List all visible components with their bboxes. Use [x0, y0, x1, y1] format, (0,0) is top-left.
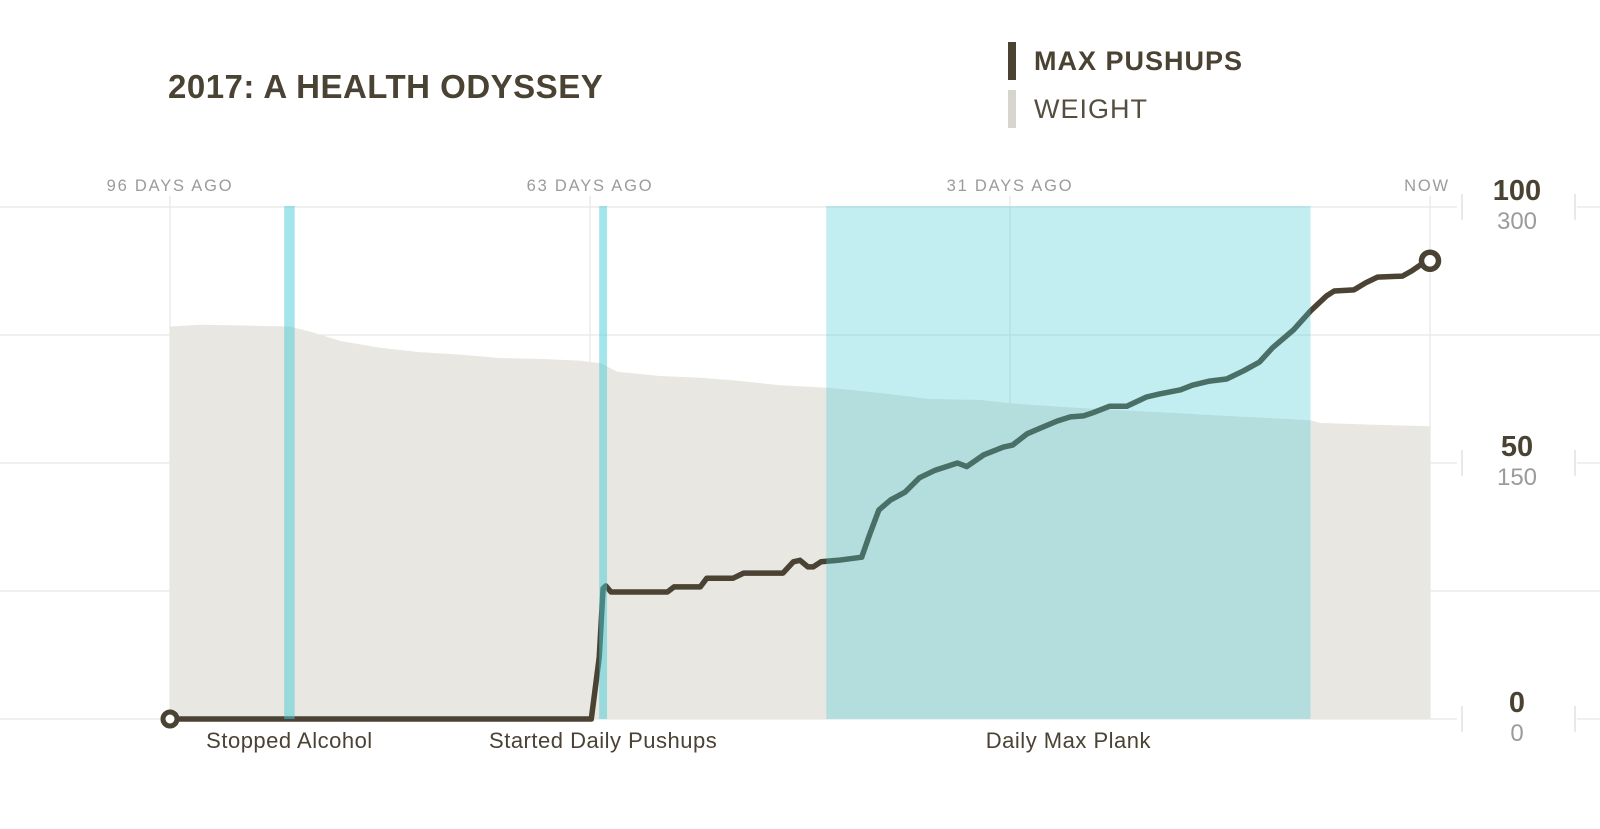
- chart-title: 2017: A HEALTH ODYSSEY: [168, 68, 604, 105]
- pushups-axis-label: 0: [1509, 687, 1525, 719]
- annotation-band-0: [284, 206, 295, 719]
- x-tick-label: NOW: [1404, 177, 1450, 195]
- annotation-label-1: Started Daily Pushups: [489, 728, 717, 753]
- weight-axis-label: 300: [1497, 208, 1537, 235]
- x-tick-label: 96 DAYS AGO: [107, 177, 234, 195]
- weight-axis-label: 150: [1497, 464, 1537, 491]
- legend-label: MAX PUSHUPS: [1034, 45, 1244, 76]
- legend-label: WEIGHT: [1034, 93, 1148, 124]
- max-pushups-swatch: [1008, 42, 1016, 80]
- annotation-label-0: Stopped Alcohol: [206, 728, 373, 753]
- legend-item-weight: WEIGHT: [1008, 89, 1243, 129]
- annotation-band-1: [599, 206, 608, 719]
- annotation-band-2: [826, 206, 1311, 719]
- weight-axis-label: 0: [1510, 720, 1523, 747]
- x-tick-label: 63 DAYS AGO: [527, 177, 654, 195]
- pushups-axis-label: 100: [1493, 175, 1541, 207]
- max-pushups-line-series: [167, 258, 1433, 722]
- legend-item-max-pushups: MAX PUSHUPS: [1008, 41, 1243, 81]
- line-start-marker: [160, 709, 180, 729]
- legend: MAX PUSHUPS WEIGHT: [1008, 41, 1243, 137]
- annotation-label-2: Daily Max Plank: [986, 728, 1152, 753]
- line-end-marker: [1418, 249, 1442, 273]
- weight-area-series: [170, 324, 1430, 719]
- pushups-axis-label: 50: [1501, 431, 1533, 463]
- x-tick-label: 31 DAYS AGO: [947, 177, 1074, 195]
- weight-swatch: [1008, 90, 1016, 128]
